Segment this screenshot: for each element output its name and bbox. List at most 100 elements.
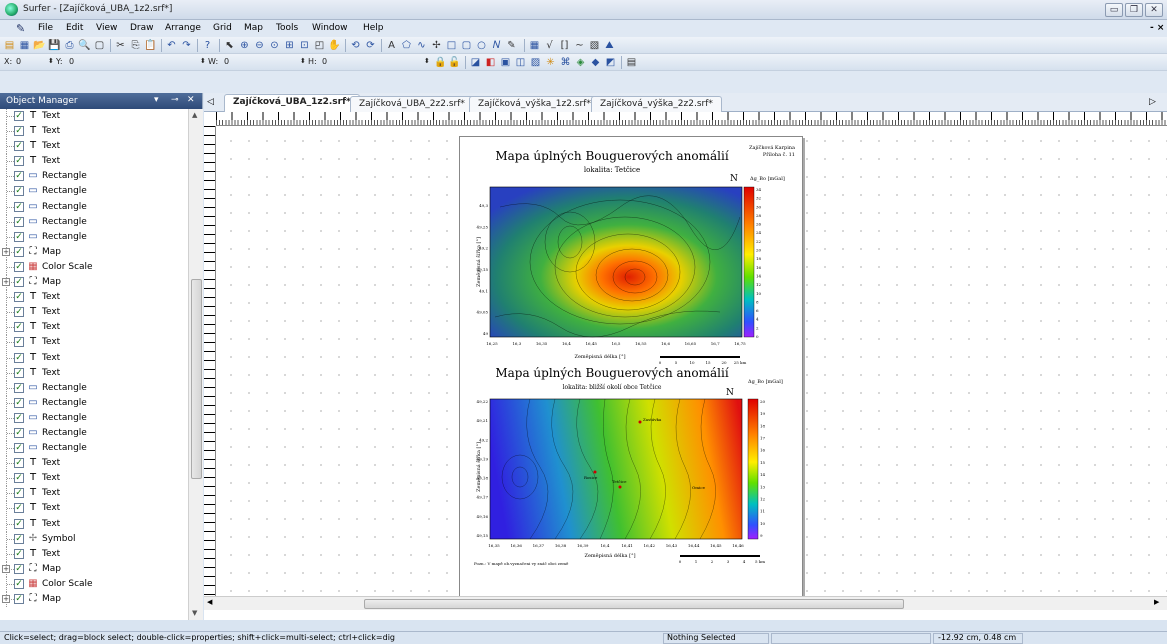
tree-item-rect[interactable]: ✓ ▭ Rectangle [0, 441, 188, 457]
tree-item-rect[interactable]: ✓ ▭ Rectangle [0, 199, 188, 215]
post-map-icon[interactable]: ◧ [485, 57, 496, 68]
open-icon[interactable]: 📂 [33, 40, 46, 51]
surface-map-icon[interactable]: ◈ [576, 57, 585, 68]
menu-tools[interactable]: Tools [276, 23, 299, 33]
save-icon[interactable]: 💾 [48, 40, 61, 51]
tree-item-scale[interactable]: ✓ ▦ Color Scale [0, 259, 188, 275]
plot-page[interactable]: Zajíčková Karpina Příloha č. 11 Mapa úpl… [459, 136, 803, 596]
text-tool-icon[interactable]: A [388, 40, 395, 51]
visibility-checkbox[interactable]: ✓ [14, 458, 24, 469]
minimize-button[interactable]: ▭ [1105, 3, 1123, 17]
visibility-checkbox[interactable]: ✓ [14, 443, 24, 454]
polygon-tool-icon[interactable]: ⬠ [402, 40, 411, 51]
rounded-rect-tool-icon[interactable]: ▢ [461, 40, 472, 51]
tree-item-text[interactable]: ✓ T Text [0, 471, 188, 487]
scroll-left-icon[interactable]: ◀ [207, 598, 213, 606]
symbol-tool-icon[interactable]: ✢ [432, 40, 441, 51]
om-pin-icon[interactable]: ⊸ [171, 95, 179, 105]
w-spin[interactable]: ⬍ [200, 57, 206, 65]
contour-map-icon[interactable]: ◫ [515, 57, 526, 68]
tab-vyska-1z2[interactable]: Zajíčková_výška_1z2.srf* [469, 96, 600, 112]
new-worksheet-icon[interactable]: ▦ [19, 40, 30, 51]
reshape-tool-icon[interactable]: ✎ [507, 40, 516, 51]
tree-item-text[interactable]: ✓ T Text [0, 305, 188, 321]
visibility-checkbox[interactable]: ✓ [14, 473, 24, 484]
visibility-checkbox[interactable]: ✓ [14, 186, 24, 197]
polyline-tool-icon[interactable]: ∿ [417, 40, 426, 51]
menu-edit[interactable]: Edit [66, 23, 84, 33]
tree-item-text[interactable]: ✓ T Text [0, 501, 188, 517]
tree-item-text[interactable]: ✓ T Text [0, 335, 188, 351]
tree-item-scale[interactable]: ✓ ▦ Color Scale [0, 576, 188, 592]
lock-icon[interactable]: 🔒 [434, 57, 447, 68]
visibility-checkbox[interactable]: ✓ [14, 563, 24, 574]
tab-uba-2z2[interactable]: Zajíčková_UBA_2z2.srf* [350, 96, 474, 112]
wireframe-icon[interactable]: ⌘ [560, 57, 571, 68]
ellipse-tool-icon[interactable]: ○ [477, 40, 486, 51]
unlock-icon[interactable]: 🔓 [448, 57, 461, 68]
visibility-checkbox[interactable]: ✓ [14, 171, 24, 182]
cut-icon[interactable]: ✂ [116, 40, 125, 51]
doc-window-controls[interactable]: - × [1150, 23, 1165, 33]
base-map-icon[interactable]: ◪ [470, 57, 481, 68]
visibility-checkbox[interactable]: ✓ [14, 246, 24, 257]
menu-grid[interactable]: Grid [213, 23, 232, 33]
menu-help[interactable]: Help [363, 23, 384, 33]
visibility-checkbox[interactable]: ✓ [14, 322, 24, 333]
scroll-right-icon[interactable]: ▶ [1154, 598, 1160, 606]
tree-item-map[interactable]: + ✓ ⛶ Map [0, 561, 188, 577]
grid-calc-icon[interactable]: [] [560, 40, 569, 51]
tree-item-text[interactable]: ✓ T Text [0, 546, 188, 562]
redo-icon[interactable]: ↷ [182, 40, 191, 51]
tree-item-rect[interactable]: ✓ ▭ Rectangle [0, 380, 188, 396]
tree-item-rect[interactable]: ✓ ▭ Rectangle [0, 395, 188, 411]
tree-item-text[interactable]: ✓ T Text [0, 139, 188, 155]
tree-item-rect[interactable]: ✓ ▭ Rectangle [0, 425, 188, 441]
paste-icon[interactable]: 📋 [144, 40, 157, 51]
shaded-relief-icon[interactable]: ▨ [530, 57, 541, 68]
tree-item-map[interactable]: + ✓ ⛶ Map [0, 244, 188, 260]
scroll-thumb[interactable] [191, 279, 202, 479]
pan-icon[interactable]: ✋ [328, 40, 341, 51]
visibility-checkbox[interactable]: ✓ [14, 352, 24, 363]
visibility-checkbox[interactable]: ✓ [14, 126, 24, 137]
visibility-checkbox[interactable]: ✓ [14, 111, 24, 121]
scroll-up-icon[interactable]: ▲ [192, 111, 198, 119]
tree-item-text[interactable]: ✓ T Text [0, 516, 188, 532]
visibility-checkbox[interactable]: ✓ [14, 427, 24, 438]
object-manager-scrollbar[interactable]: ▲ ▼ [188, 109, 203, 620]
tree-item-text[interactable]: ✓ T Text [0, 109, 188, 124]
horizontal-scrollbar[interactable]: ◀ ▶ [204, 596, 1167, 610]
x-spin[interactable]: ⬍ [48, 57, 54, 65]
map-options-icon[interactable]: ▤ [626, 57, 637, 68]
h-value[interactable]: 0 [322, 57, 328, 66]
visibility-checkbox[interactable]: ✓ [14, 201, 24, 212]
tabs-scroll-right-icon[interactable]: ▷ [1149, 97, 1156, 107]
zoom-out-icon[interactable]: ⊖ [255, 40, 264, 51]
rectangle-tool-icon[interactable]: □ [446, 40, 457, 51]
expand-icon[interactable]: + [2, 278, 10, 287]
grid-math-icon[interactable]: √ [546, 40, 553, 51]
zoom-rect-icon[interactable]: ⊙ [270, 40, 279, 51]
watershed-icon[interactable]: ◩ [605, 57, 616, 68]
tabs-scroll-left-icon[interactable]: ◁ [207, 97, 214, 107]
tree-item-rect[interactable]: ✓ ▭ Rectangle [0, 214, 188, 230]
expand-icon[interactable]: + [2, 564, 10, 573]
tree-item-rect[interactable]: ✓ ▭ Rectangle [0, 410, 188, 426]
close-button[interactable]: ✕ [1145, 3, 1163, 17]
export-icon[interactable]: ▢ [94, 40, 105, 51]
tree-item-text[interactable]: ✓ T Text [0, 350, 188, 366]
redraw-icon[interactable]: ⟲ [351, 40, 360, 51]
visibility-checkbox[interactable]: ✓ [14, 518, 24, 529]
visibility-checkbox[interactable]: ✓ [14, 382, 24, 393]
grid-data-icon[interactable]: ▦ [529, 40, 540, 51]
grid-filter-icon[interactable]: ∼ [575, 40, 584, 51]
doc-menu-icon[interactable]: ✎ [16, 22, 26, 35]
tree-item-rect[interactable]: ✓ ▭ Rectangle [0, 229, 188, 245]
tree-item-text[interactable]: ✓ T Text [0, 320, 188, 336]
h-scroll-thumb[interactable] [364, 599, 904, 609]
menu-map[interactable]: Map [244, 23, 263, 33]
visibility-checkbox[interactable]: ✓ [14, 412, 24, 423]
visibility-checkbox[interactable]: ✓ [14, 594, 24, 604]
tree-item-text[interactable]: ✓ T Text [0, 365, 188, 381]
